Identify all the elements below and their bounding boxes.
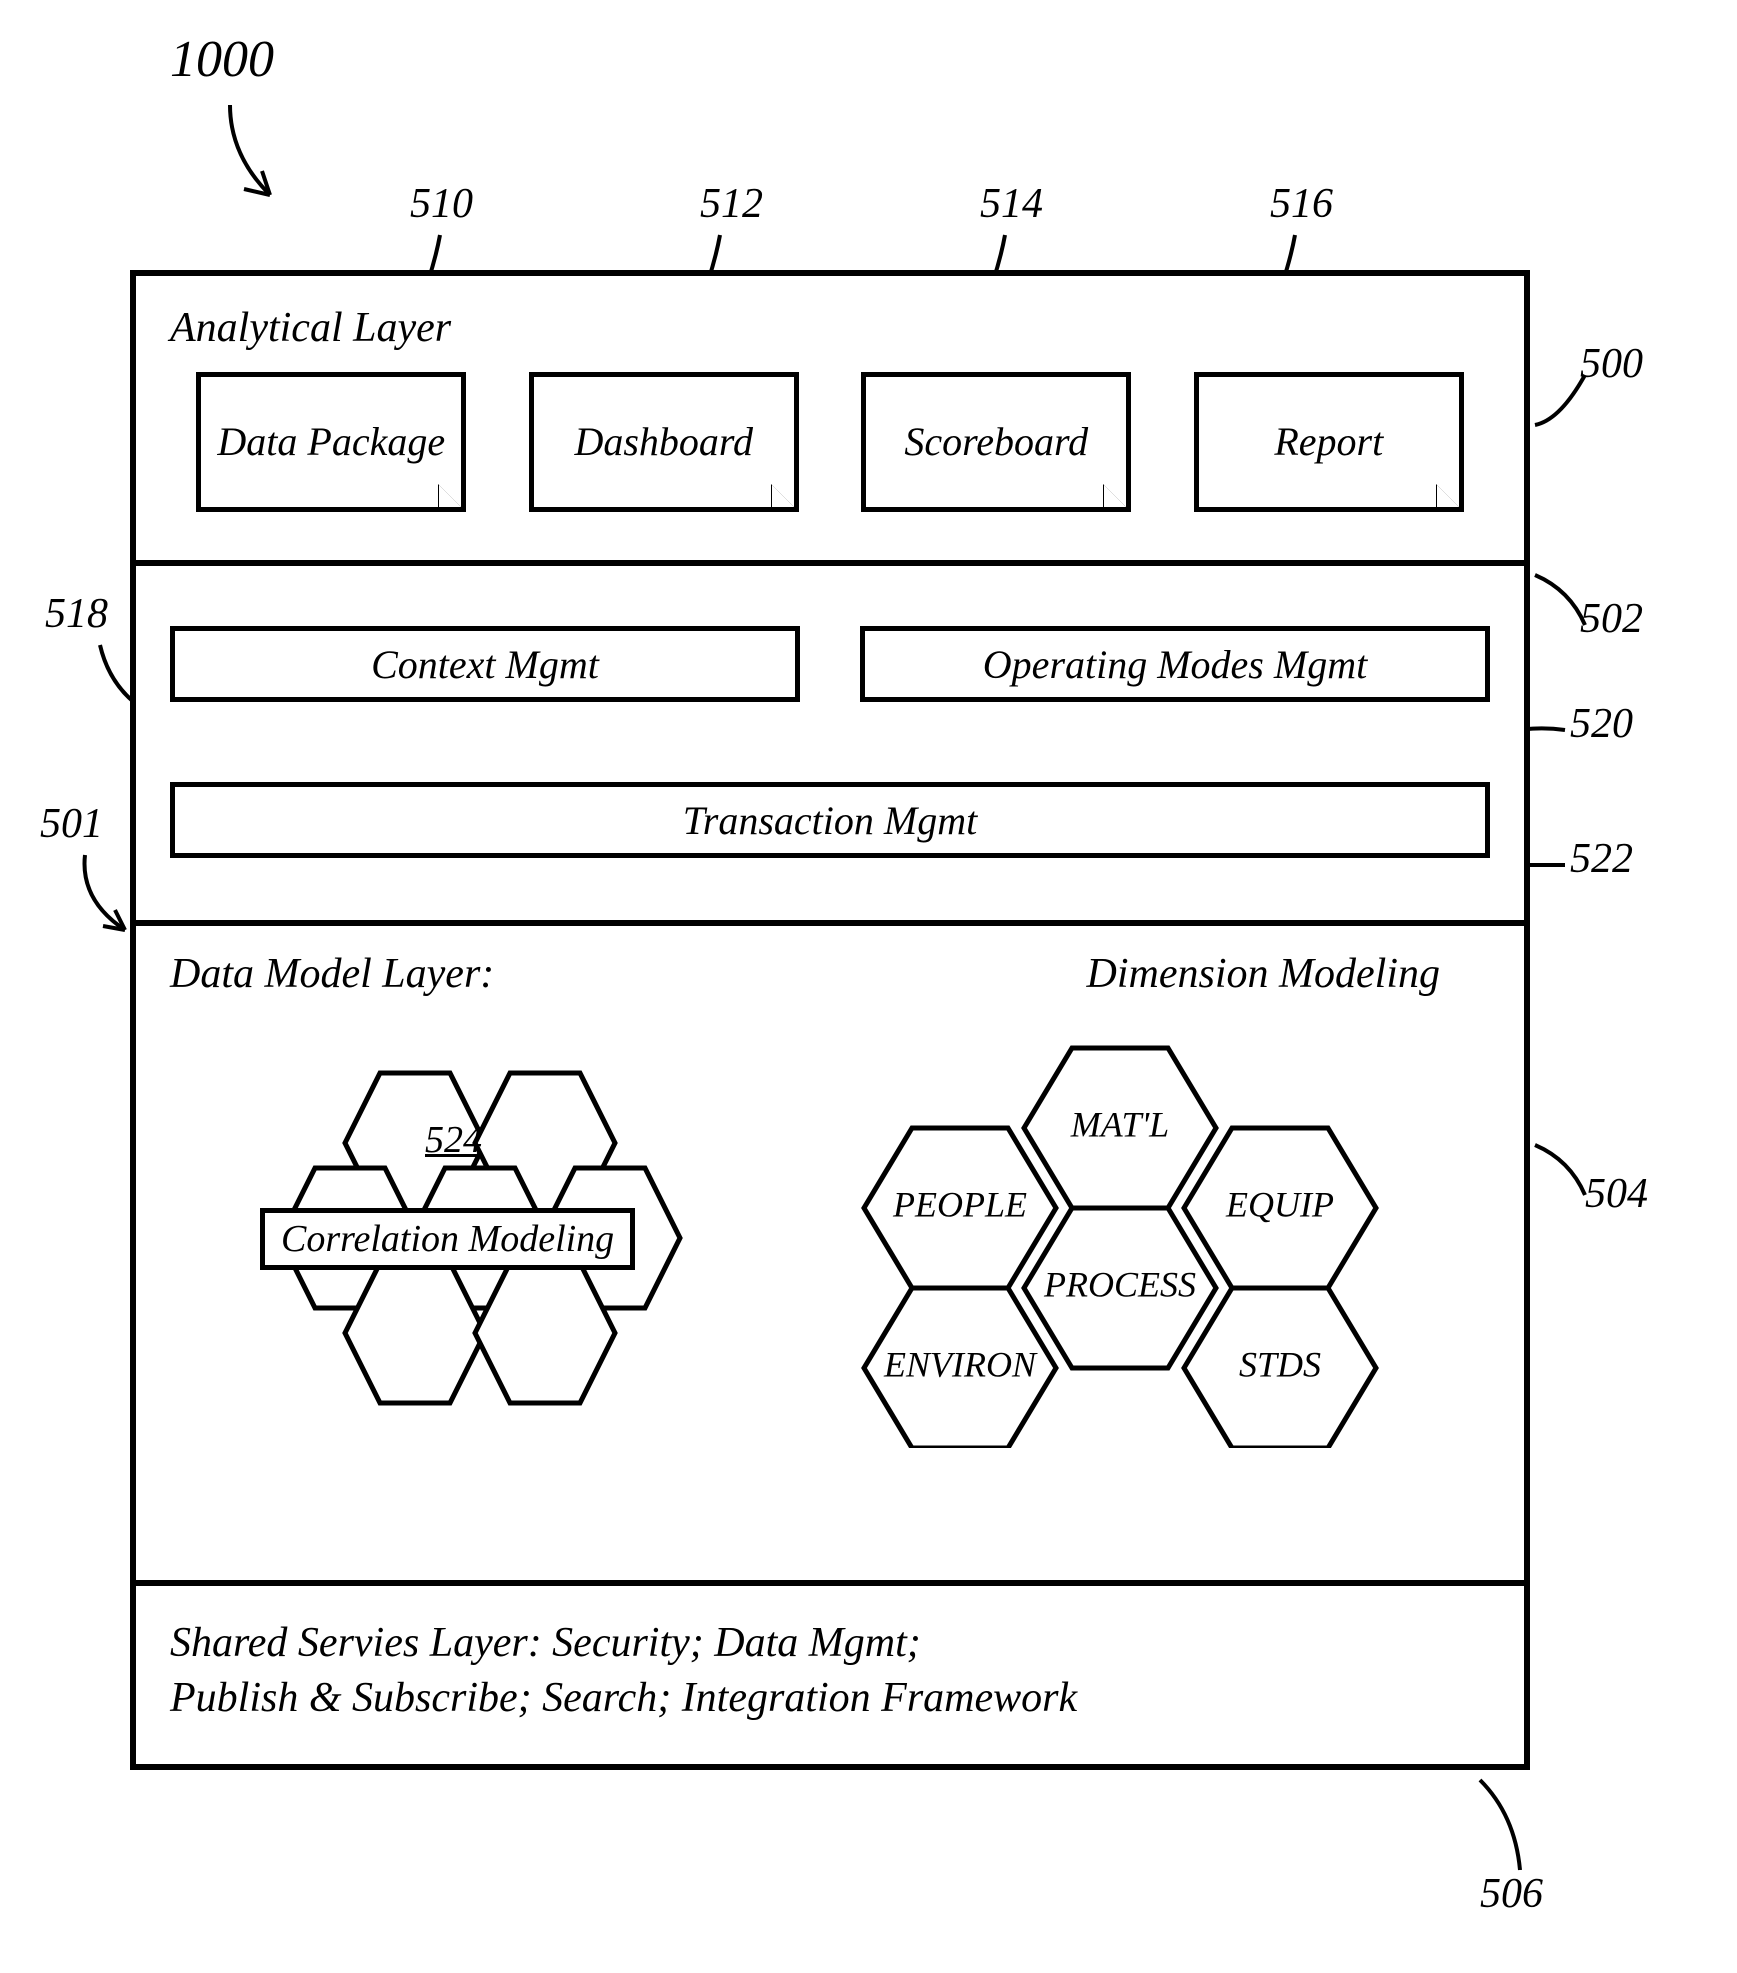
data-model-layer: Data Model Layer: Dimension Modeling (136, 926, 1524, 1586)
hex-process-label: PROCESS (1043, 1264, 1196, 1304)
lead-504 (1530, 1140, 1590, 1200)
doc-dashboard: Dashboard (529, 372, 799, 512)
doc-dashboard-label: Dashboard (574, 420, 753, 464)
hex-equip-label: EQUIP (1225, 1184, 1334, 1224)
correlation-cluster: 524 Correlation Modeling (220, 1048, 700, 1428)
shared-line2: Publish & Subscribe; Search; Integration… (170, 1671, 1490, 1726)
dim-modeling-title: Dimension Modeling (1087, 950, 1440, 998)
architecture-diagram: Analytical Layer Data Package Dashboard … (130, 270, 1530, 1770)
hex-environ-label: ENVIRON (883, 1344, 1038, 1384)
doc-scoreboard-label: Scoreboard (904, 420, 1088, 464)
context-mgmt-label: Context Mgmt (371, 641, 599, 688)
lead-1000 (220, 95, 310, 225)
doc-report: Report (1194, 372, 1464, 512)
callout-512: 512 (700, 180, 763, 228)
lead-500 (1530, 370, 1590, 430)
callout-522: 522 (1570, 835, 1633, 883)
hex-matl-label: MAT'L (1070, 1104, 1169, 1144)
hex-people-label: PEOPLE (892, 1184, 1027, 1224)
callout-506: 506 (1480, 1870, 1543, 1918)
doc-report-label: Report (1274, 420, 1383, 464)
hex-stds-label: STDS (1239, 1344, 1321, 1384)
analytical-title: Analytical Layer (170, 304, 1500, 352)
callout-514: 514 (980, 180, 1043, 228)
callout-516: 516 (1270, 180, 1333, 228)
ref-524: 524 (425, 1118, 482, 1162)
doc-scoreboard: Scoreboard (861, 372, 1131, 512)
doc-data-package: Data Package (196, 372, 466, 512)
dml-title: Data Model Layer: (170, 950, 494, 998)
analytical-layer: Analytical Layer Data Package Dashboard … (136, 276, 1524, 566)
context-mgmt-box: Context Mgmt (170, 626, 800, 702)
shared-services-layer: Shared Servies Layer: Security; Data Mgm… (136, 1586, 1524, 1756)
callout-518: 518 (45, 590, 108, 638)
dimension-hexes: MAT'L PEOPLE EQUIP PROCESS ENVIRON STDS (800, 1028, 1440, 1448)
callout-501: 501 (40, 800, 103, 848)
callout-510: 510 (410, 180, 473, 228)
doc-data-package-label: Data Package (217, 420, 445, 464)
opmodes-mgmt-label: Operating Modes Mgmt (983, 641, 1367, 688)
callout-1000: 1000 (170, 30, 274, 89)
callout-504: 504 (1585, 1170, 1648, 1218)
lead-502 (1530, 570, 1590, 630)
transaction-mgmt-box: Transaction Mgmt (170, 782, 1490, 858)
correlation-label: Correlation Modeling (260, 1208, 635, 1270)
shared-line1: Shared Servies Layer: Security; Data Mgm… (170, 1616, 1490, 1671)
callout-520: 520 (1570, 700, 1633, 748)
transaction-mgmt-label: Transaction Mgmt (683, 797, 977, 844)
mgmt-layer: Context Mgmt Operating Modes Mgmt Transa… (136, 566, 1524, 926)
dimension-cluster: MAT'L PEOPLE EQUIP PROCESS ENVIRON STDS (800, 1028, 1440, 1448)
opmodes-mgmt-box: Operating Modes Mgmt (860, 626, 1490, 702)
lead-506 (1475, 1775, 1535, 1875)
